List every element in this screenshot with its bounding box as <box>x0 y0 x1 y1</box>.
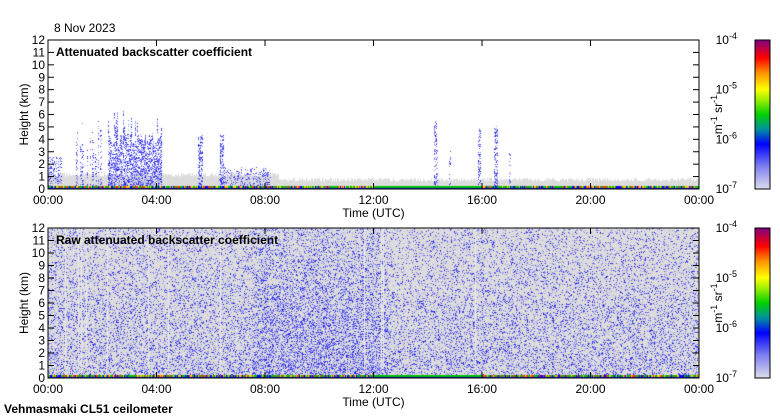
x-tick-label: 12:00 <box>358 382 388 396</box>
y-axis-label: Height (km) <box>17 83 31 145</box>
y-tick-label: 7 <box>38 284 45 298</box>
panel-2: Raw attenuated backscatter coefficient01… <box>17 219 771 409</box>
y-tick-label: 11 <box>33 45 46 59</box>
x-axis-label: Time (UTC) <box>342 206 404 220</box>
y-tick-label: 1 <box>38 170 45 184</box>
colorbar-tick-label: 10-6 <box>716 130 737 146</box>
y-axis-label: Height (km) <box>17 272 31 334</box>
x-tick-label: 16:00 <box>467 193 497 207</box>
y-tick-label: 2 <box>38 157 45 171</box>
y-tick-label: 6 <box>38 296 45 310</box>
y-tick-label: 3 <box>38 145 45 159</box>
panel-title: Attenuated backscatter coefficient <box>56 45 252 59</box>
y-tick-label: 5 <box>38 309 45 323</box>
y-tick-label: 6 <box>38 108 45 122</box>
x-tick-label: 12:00 <box>358 193 388 207</box>
x-tick-label: 04:00 <box>141 193 171 207</box>
colorbar-tick-label: 10-7 <box>716 180 737 196</box>
heatmap-attenuated <box>48 40 699 189</box>
x-tick-label: 16:00 <box>467 382 497 396</box>
y-tick-label: 8 <box>38 271 45 285</box>
colorbar-label: m-1 sr-1 <box>709 283 725 322</box>
y-tick-label: 9 <box>38 259 45 273</box>
y-tick-label: 4 <box>38 321 45 335</box>
colorbar-tick-label: 10-6 <box>716 319 737 335</box>
x-tick-label: 20:00 <box>575 382 605 396</box>
colorbar-tick-label: 10-5 <box>716 81 737 97</box>
x-tick-label: 04:00 <box>141 382 171 396</box>
colorbar-tick-label: 10-5 <box>716 269 737 285</box>
y-tick-label: 2 <box>38 346 45 360</box>
y-tick-label: 12 <box>32 33 46 47</box>
y-tick-label: 10 <box>32 246 46 260</box>
y-tick-label: 8 <box>38 83 45 97</box>
colorbar-label: m-1 sr-1 <box>709 95 725 134</box>
y-tick-label: 0 <box>38 371 45 385</box>
y-tick-label: 1 <box>38 359 45 373</box>
x-axis-label: Time (UTC) <box>342 395 404 409</box>
colorbar-tick-label: 10-4 <box>716 31 737 47</box>
instrument-label: Vehmasmaki CL51 ceilometer <box>4 402 173 416</box>
y-tick-label: 12 <box>32 221 46 235</box>
x-tick-label: 20:00 <box>575 193 605 207</box>
plot-frame <box>47 227 700 379</box>
y-tick-label: 11 <box>33 234 46 248</box>
y-tick-label: 7 <box>38 95 45 109</box>
heatmap-raw <box>48 228 699 378</box>
plot-frame <box>47 39 700 190</box>
x-tick-label: 08:00 <box>250 382 280 396</box>
date-label: 8 Nov 2023 <box>54 21 116 35</box>
x-tick-label: 00:00 <box>33 193 63 207</box>
panel-title: Raw attenuated backscatter coefficient <box>56 233 278 247</box>
y-tick-label: 9 <box>38 70 45 84</box>
colorbar-tick-label: 10-7 <box>716 369 737 385</box>
x-tick-label: 00:00 <box>33 382 63 396</box>
x-tick-label: 00:00 <box>684 382 714 396</box>
y-tick-label: 5 <box>38 120 45 134</box>
colorbar <box>754 227 771 379</box>
y-tick-label: 4 <box>38 132 45 146</box>
y-tick-label: 0 <box>38 182 45 196</box>
colorbar-tick-label: 10-4 <box>716 219 737 235</box>
colorbar <box>754 39 771 190</box>
x-tick-label: 00:00 <box>684 193 714 207</box>
panel-1: Attenuated backscatter coefficient012345… <box>17 31 771 220</box>
y-tick-label: 3 <box>38 334 45 348</box>
x-tick-label: 08:00 <box>250 193 280 207</box>
y-tick-label: 10 <box>32 58 46 72</box>
